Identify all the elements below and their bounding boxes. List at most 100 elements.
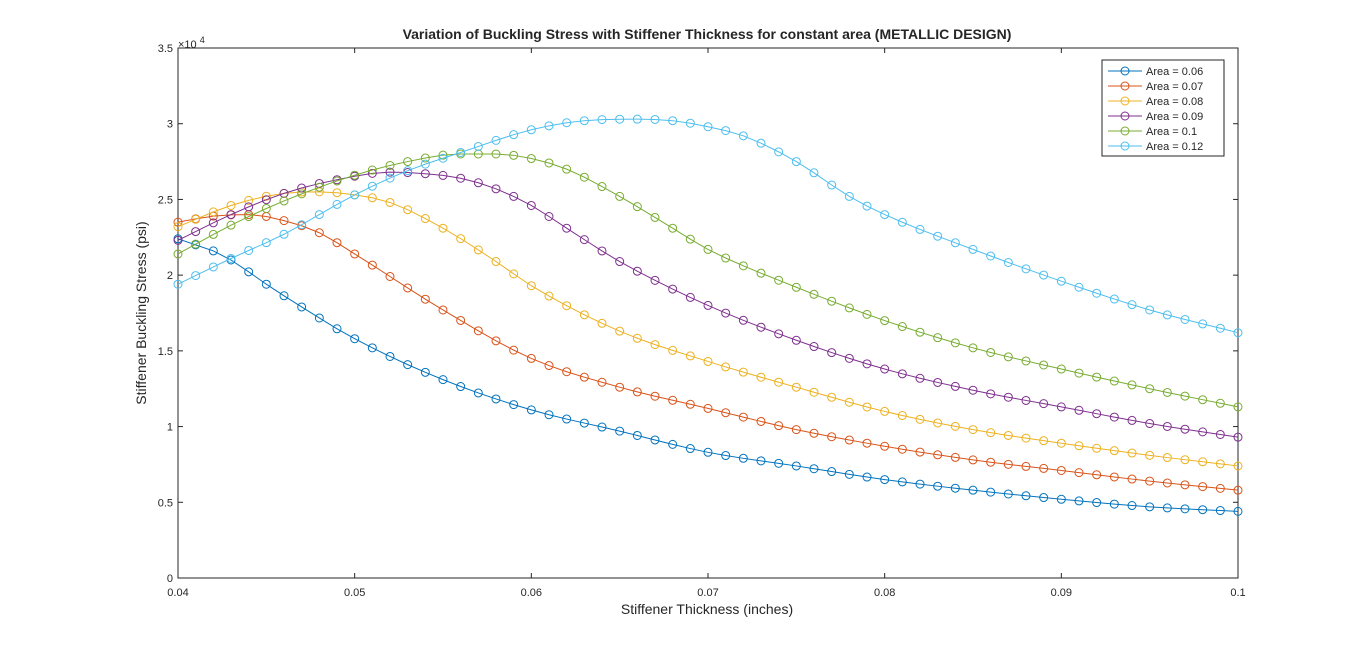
data-point-marker — [226, 210, 236, 220]
data-point-marker — [261, 195, 271, 205]
data-point-marker — [1215, 398, 1225, 408]
data-point-marker — [526, 405, 536, 415]
data-point-marker — [244, 202, 254, 212]
data-point-marker — [827, 296, 837, 306]
data-point-marker — [367, 260, 377, 270]
data-point-marker — [791, 382, 801, 392]
data-point-marker — [597, 377, 607, 387]
data-point-marker — [526, 154, 536, 164]
data-point-marker — [1074, 368, 1084, 378]
data-point-marker — [1039, 493, 1049, 503]
data-point-marker — [1198, 457, 1208, 467]
data-point-marker — [1180, 314, 1190, 324]
data-point-marker — [438, 223, 448, 233]
data-point-marker — [1180, 455, 1190, 465]
data-point-marker — [473, 326, 483, 336]
data-point-marker — [915, 327, 925, 337]
data-point-marker — [279, 216, 289, 226]
x-tick-label: 0.08 — [874, 587, 895, 599]
series-line — [177, 214, 1239, 491]
data-point-marker — [827, 392, 837, 402]
data-point-marker — [756, 138, 766, 148]
data-point-marker — [1162, 421, 1172, 431]
data-point-marker — [297, 183, 307, 193]
legend-label: Area = 0.08 — [1146, 96, 1203, 108]
data-point-marker — [915, 479, 925, 489]
data-point-marker — [721, 408, 731, 418]
data-point-marker — [632, 430, 642, 440]
data-point-marker — [685, 399, 695, 409]
data-point-marker — [562, 414, 572, 424]
data-point-marker — [385, 351, 395, 361]
data-point-marker — [738, 453, 748, 463]
data-point-marker — [1021, 461, 1031, 471]
data-point-marker — [456, 147, 466, 157]
data-point-marker — [261, 203, 271, 213]
data-point-marker — [880, 210, 890, 220]
x-tick-label: 0.07 — [697, 587, 718, 599]
y-tick-label: 3 — [167, 119, 173, 131]
data-point-marker — [597, 115, 607, 125]
x-tick-label: 0.05 — [344, 587, 365, 599]
data-point-marker — [208, 246, 218, 256]
data-point-marker — [1039, 436, 1049, 446]
data-point-marker — [1109, 472, 1119, 482]
data-point-marker — [438, 305, 448, 315]
data-point-marker — [827, 432, 837, 442]
data-point-marker — [526, 281, 536, 291]
data-point-marker — [1145, 384, 1155, 394]
data-point-marker — [615, 326, 625, 336]
data-point-marker — [950, 338, 960, 348]
data-point-marker — [579, 310, 589, 320]
series-line — [177, 238, 1239, 512]
data-point-marker — [685, 292, 695, 302]
data-point-marker — [1056, 494, 1066, 504]
data-point-marker — [509, 150, 519, 160]
data-point-marker — [1198, 395, 1208, 405]
data-point-marker — [897, 322, 907, 332]
data-point-marker — [208, 218, 218, 228]
data-point-marker — [809, 342, 819, 352]
data-point-marker — [473, 245, 483, 255]
data-point-marker — [314, 313, 324, 323]
data-point-marker — [314, 210, 324, 220]
data-point-marker — [350, 249, 360, 259]
data-point-marker — [1233, 432, 1243, 442]
data-point-marker — [756, 372, 766, 382]
data-point-marker — [509, 400, 519, 410]
data-point-marker — [1145, 476, 1155, 486]
data-point-marker — [173, 249, 183, 259]
data-point-marker — [509, 345, 519, 355]
data-point-marker — [191, 239, 201, 249]
data-point-marker — [1056, 438, 1066, 448]
data-point-marker — [332, 199, 342, 209]
y-tick-label: 3.5 — [158, 43, 173, 55]
data-point-marker — [579, 172, 589, 182]
data-point-marker — [721, 362, 731, 372]
data-point-marker — [1039, 360, 1049, 370]
data-point-marker — [244, 267, 254, 277]
data-point-marker — [226, 200, 236, 210]
data-point-marker — [632, 333, 642, 343]
data-point-marker — [615, 382, 625, 392]
data-point-marker — [420, 169, 430, 179]
legend-label: Area = 0.12 — [1146, 141, 1203, 153]
data-point-marker — [403, 166, 413, 176]
y-tick-label: 0 — [167, 573, 173, 585]
data-point-marker — [1162, 478, 1172, 488]
data-point-marker — [844, 353, 854, 363]
data-point-marker — [350, 170, 360, 180]
data-point-marker — [491, 336, 501, 346]
data-point-marker — [367, 193, 377, 203]
data-point-marker — [668, 223, 678, 233]
data-point-marker — [509, 191, 519, 201]
data-point-marker — [173, 279, 183, 289]
data-point-marker — [385, 272, 395, 281]
data-point-marker — [632, 266, 642, 276]
data-point-marker — [509, 130, 519, 140]
data-point-marker — [703, 447, 713, 457]
data-point-marker — [915, 224, 925, 234]
data-point-marker — [827, 180, 837, 190]
data-point-marker — [1074, 441, 1084, 451]
